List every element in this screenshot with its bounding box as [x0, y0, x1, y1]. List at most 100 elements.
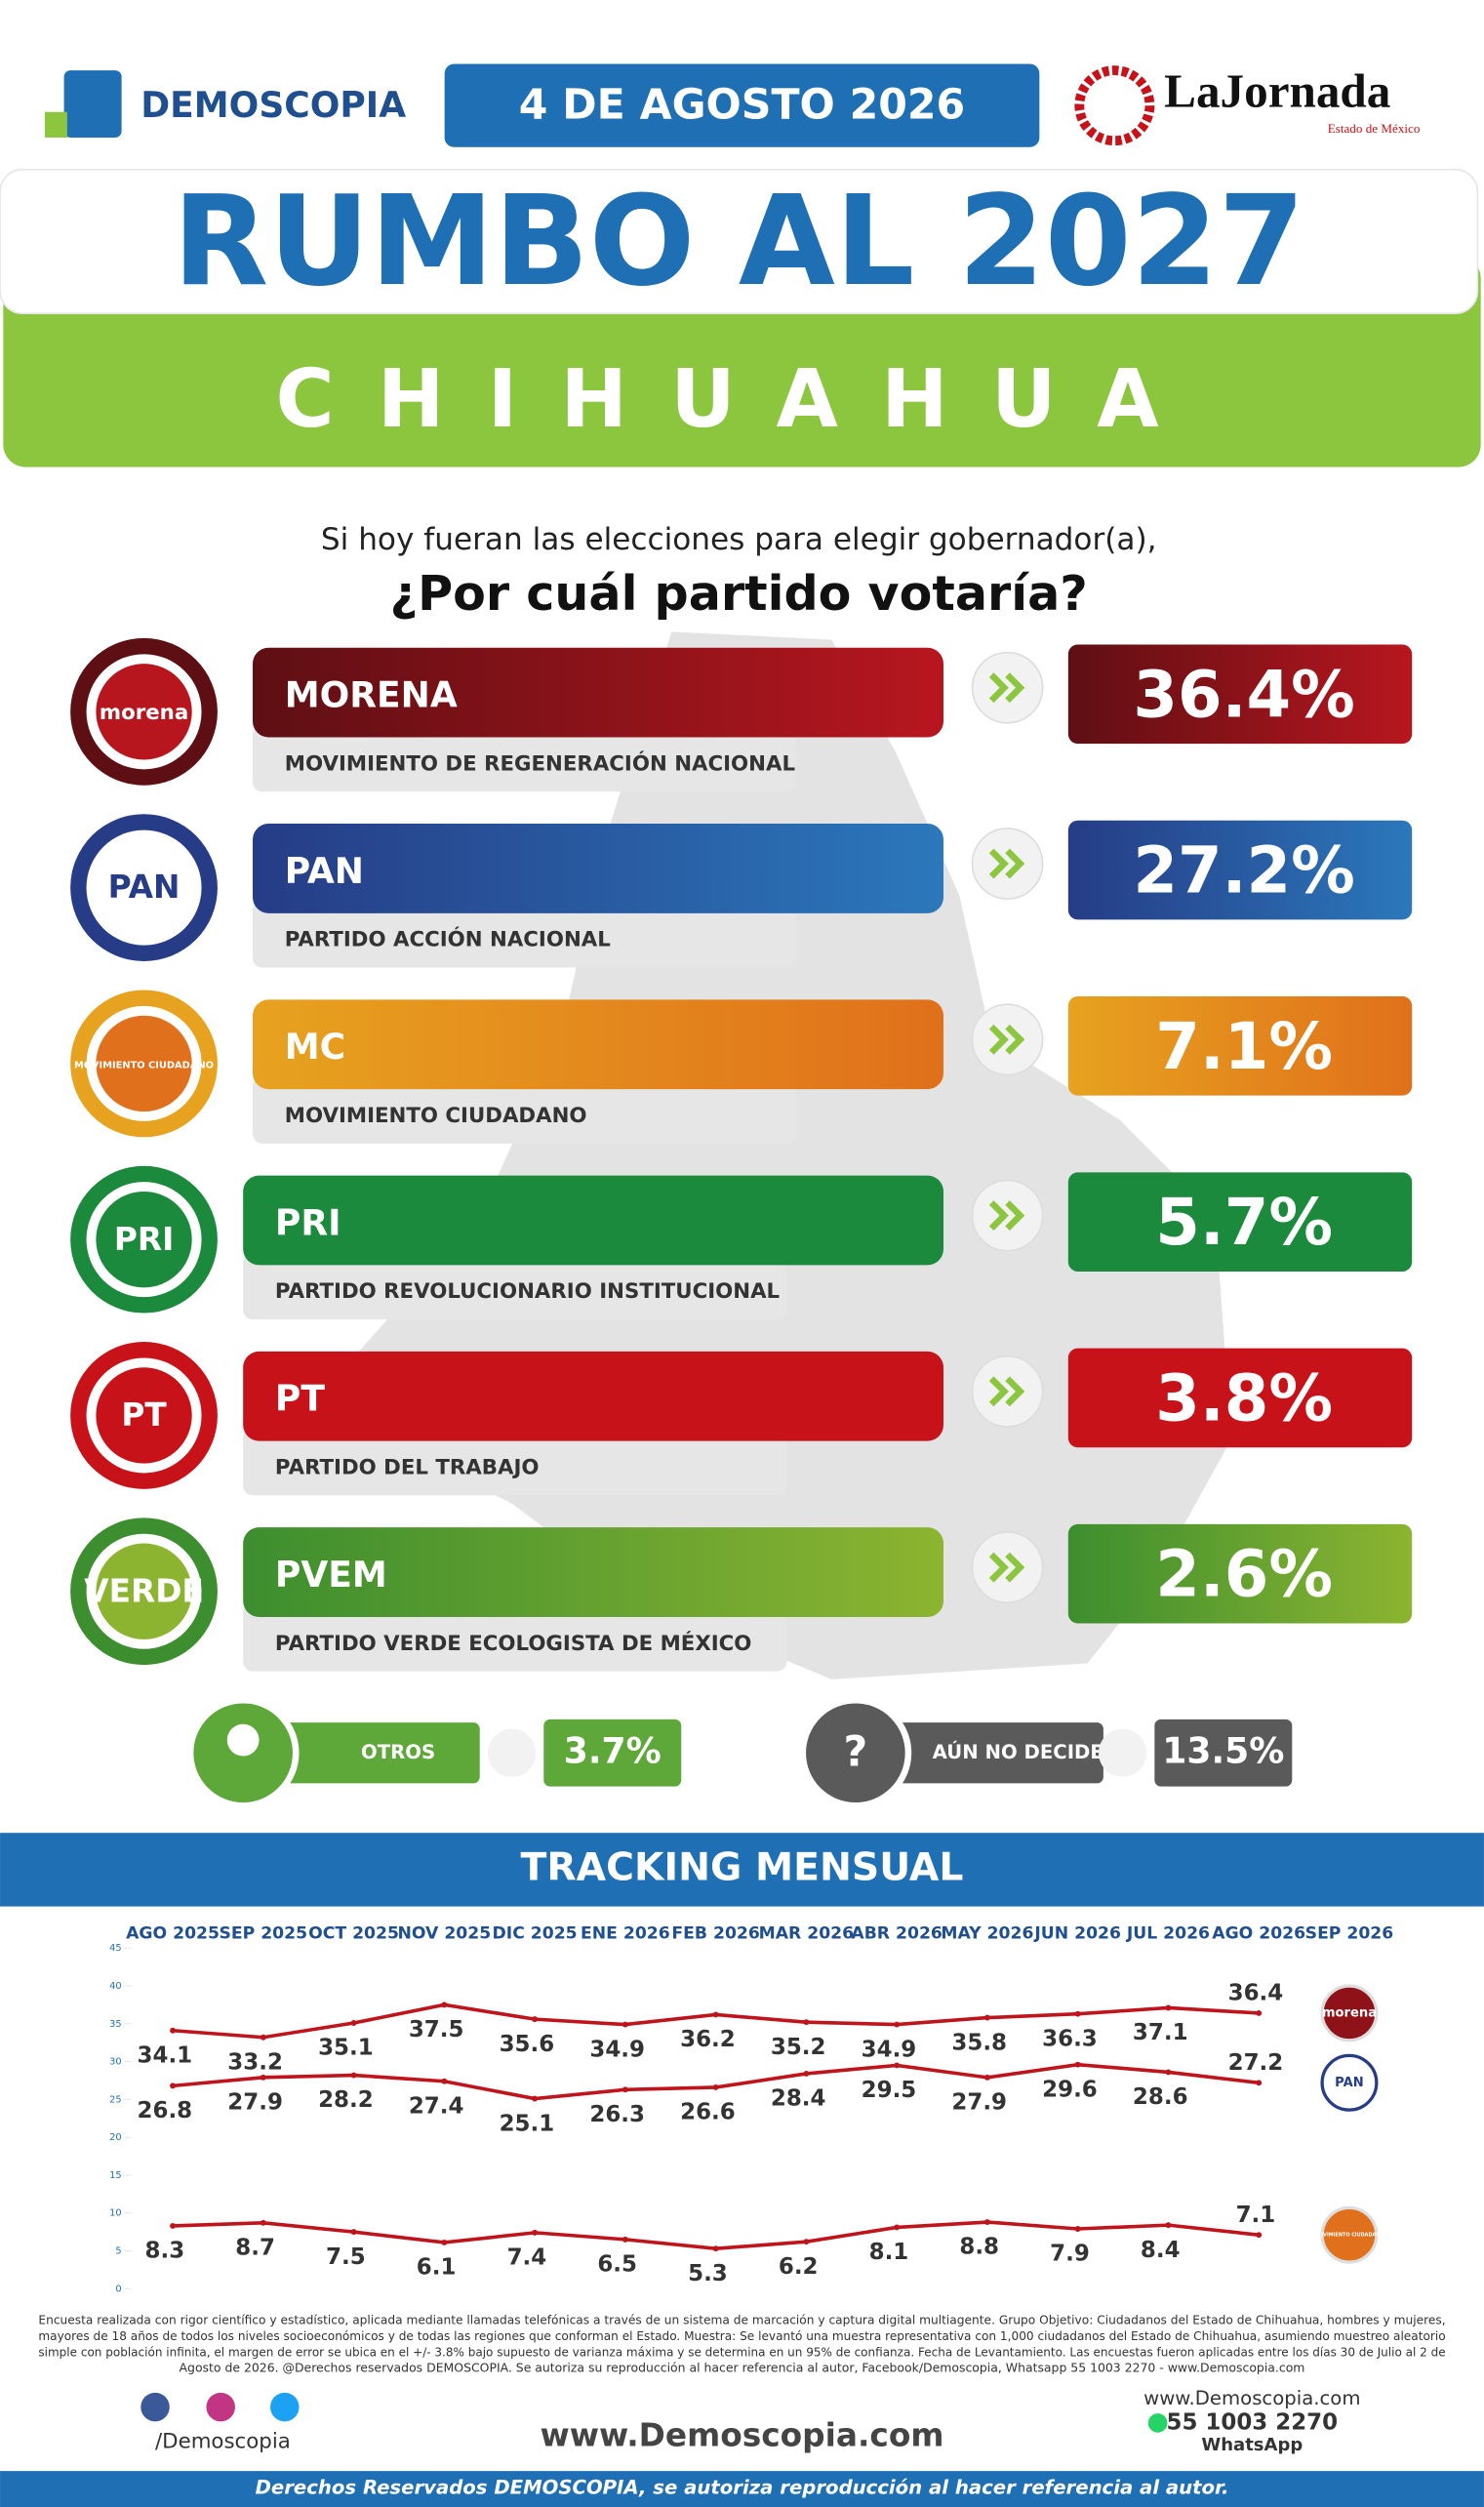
point	[1256, 2080, 1263, 2086]
point	[712, 2011, 719, 2018]
y-tick-label: 40	[109, 1981, 122, 1992]
party-subbar	[252, 724, 797, 792]
party-logo-inner	[96, 1543, 192, 1639]
arrow	[988, 1200, 1025, 1232]
point	[170, 2082, 176, 2089]
contact-site: www.Demoscopia.com	[1143, 2387, 1360, 2409]
value-label: 27.9	[951, 2090, 1007, 2116]
undecided-arrow	[1098, 1728, 1147, 1777]
party-bar	[252, 999, 944, 1090]
value-label: 33.2	[227, 2049, 283, 2075]
date-box	[444, 63, 1040, 147]
title: RUMBO AL 2027	[173, 169, 1305, 314]
party-subbar	[243, 1252, 787, 1320]
whatsapp-icon	[1147, 2413, 1168, 2433]
x-tick-label: JUN 2026	[1033, 1923, 1121, 1943]
value-label: 28.4	[771, 2086, 826, 2112]
tracking-band	[0, 1833, 1484, 1907]
arrow	[988, 848, 1025, 879]
value-label: 36.4	[1228, 1981, 1284, 2006]
value-box	[1067, 820, 1413, 920]
undecided-box	[887, 1722, 1103, 1784]
others-arrow	[487, 1728, 537, 1777]
legend-label: morena	[1322, 2005, 1377, 2020]
value-label: 34.1	[138, 2042, 193, 2068]
party-value: 7.1%	[1155, 1010, 1333, 1084]
point	[983, 2014, 990, 2021]
state: CHIHUAHUA	[275, 353, 1201, 446]
party-logo-inner	[96, 1367, 192, 1464]
point	[1074, 2226, 1081, 2232]
y-tick-label: 35	[109, 2019, 122, 2030]
disclaimer: Agosto de 2026. @Derechos reservados DEM…	[180, 2361, 1305, 2375]
party-subbar	[252, 900, 797, 968]
value-label: 8.1	[869, 2240, 909, 2265]
value-label: 27.4	[409, 2093, 464, 2119]
point	[803, 2239, 810, 2245]
chart-title: TRACKING MENSUAL	[521, 1844, 964, 1889]
title-box	[0, 168, 1479, 315]
point	[170, 2222, 176, 2229]
arrow	[988, 1024, 1025, 1055]
partner: LaJornada	[1164, 64, 1390, 118]
point	[260, 2034, 266, 2041]
party-logo-inner	[96, 664, 192, 760]
y-tick-label: 15	[109, 2170, 122, 2181]
party-logo-text: PRI	[114, 1221, 174, 1258]
legend-label: MOVIMIENTO CIUDADANO	[1314, 2233, 1384, 2239]
x-tick-label: ABR 2026	[851, 1923, 942, 1943]
arrow	[988, 672, 1025, 704]
others-box	[271, 1722, 480, 1784]
arrow	[988, 1552, 1025, 1583]
party-name: PT	[275, 1379, 325, 1420]
point	[803, 2019, 810, 2026]
value-label: 7.9	[1050, 2242, 1090, 2267]
rights: Derechos Reservados DEMOSCOPIA, se autor…	[256, 2477, 1229, 2499]
value-label: 7.5	[326, 2244, 366, 2270]
undecided-icon	[799, 1696, 912, 1809]
party-logo-text: MOVIMIENTO CIUDADANO	[74, 1061, 214, 1072]
disclaimer: mayores de 18 años de todos los niveles …	[38, 2328, 1445, 2343]
party-subbar	[252, 1075, 797, 1144]
point	[260, 2219, 266, 2226]
point	[622, 2236, 628, 2243]
value-box	[1067, 996, 1413, 1096]
point	[350, 2072, 357, 2079]
legend-label: PAN	[1335, 2076, 1364, 2090]
legend-logo	[1320, 2053, 1379, 2112]
value-label: 26.3	[589, 2102, 645, 2127]
party-logo-inner	[96, 1191, 192, 1288]
logo-mark	[44, 111, 67, 138]
value-box	[1067, 644, 1413, 745]
party-bar	[243, 1175, 944, 1266]
point	[1165, 2222, 1172, 2229]
y-tick-label: 20	[109, 2132, 122, 2143]
value-label: 5.3	[688, 2261, 728, 2286]
point	[441, 2002, 448, 2008]
party-name: MC	[285, 1027, 345, 1068]
social-icon	[140, 2392, 170, 2422]
x-tick-label: SEP 2026	[1305, 1923, 1394, 1943]
others-value-box	[543, 1719, 682, 1787]
whatsapp: WhatsApp	[1201, 2435, 1303, 2455]
value-label: 34.9	[862, 2037, 917, 2062]
y-tick-label: 45	[109, 1943, 122, 1954]
value-label: 29.6	[1042, 2077, 1098, 2102]
point	[983, 2219, 990, 2225]
point	[1165, 2004, 1172, 2011]
party-logo-inner	[96, 839, 192, 936]
legend-logo	[1320, 1984, 1379, 2042]
point	[712, 2245, 719, 2252]
x-tick-label: JUL 2026	[1126, 1923, 1210, 1943]
others-value: 3.7%	[564, 1730, 662, 1771]
point	[170, 2027, 176, 2034]
point	[622, 2086, 628, 2093]
value-label: 26.8	[138, 2098, 193, 2123]
value-box	[1067, 1523, 1413, 1624]
disclaimer: simple con población infinita, el margen…	[38, 2344, 1445, 2359]
x-tick-label: SEP 2025	[220, 1923, 308, 1943]
value-label: 7.1	[1236, 2203, 1276, 2228]
party-subbar	[243, 1428, 787, 1496]
value-label: 28.2	[318, 2087, 374, 2113]
party-name: PAN	[285, 851, 364, 892]
